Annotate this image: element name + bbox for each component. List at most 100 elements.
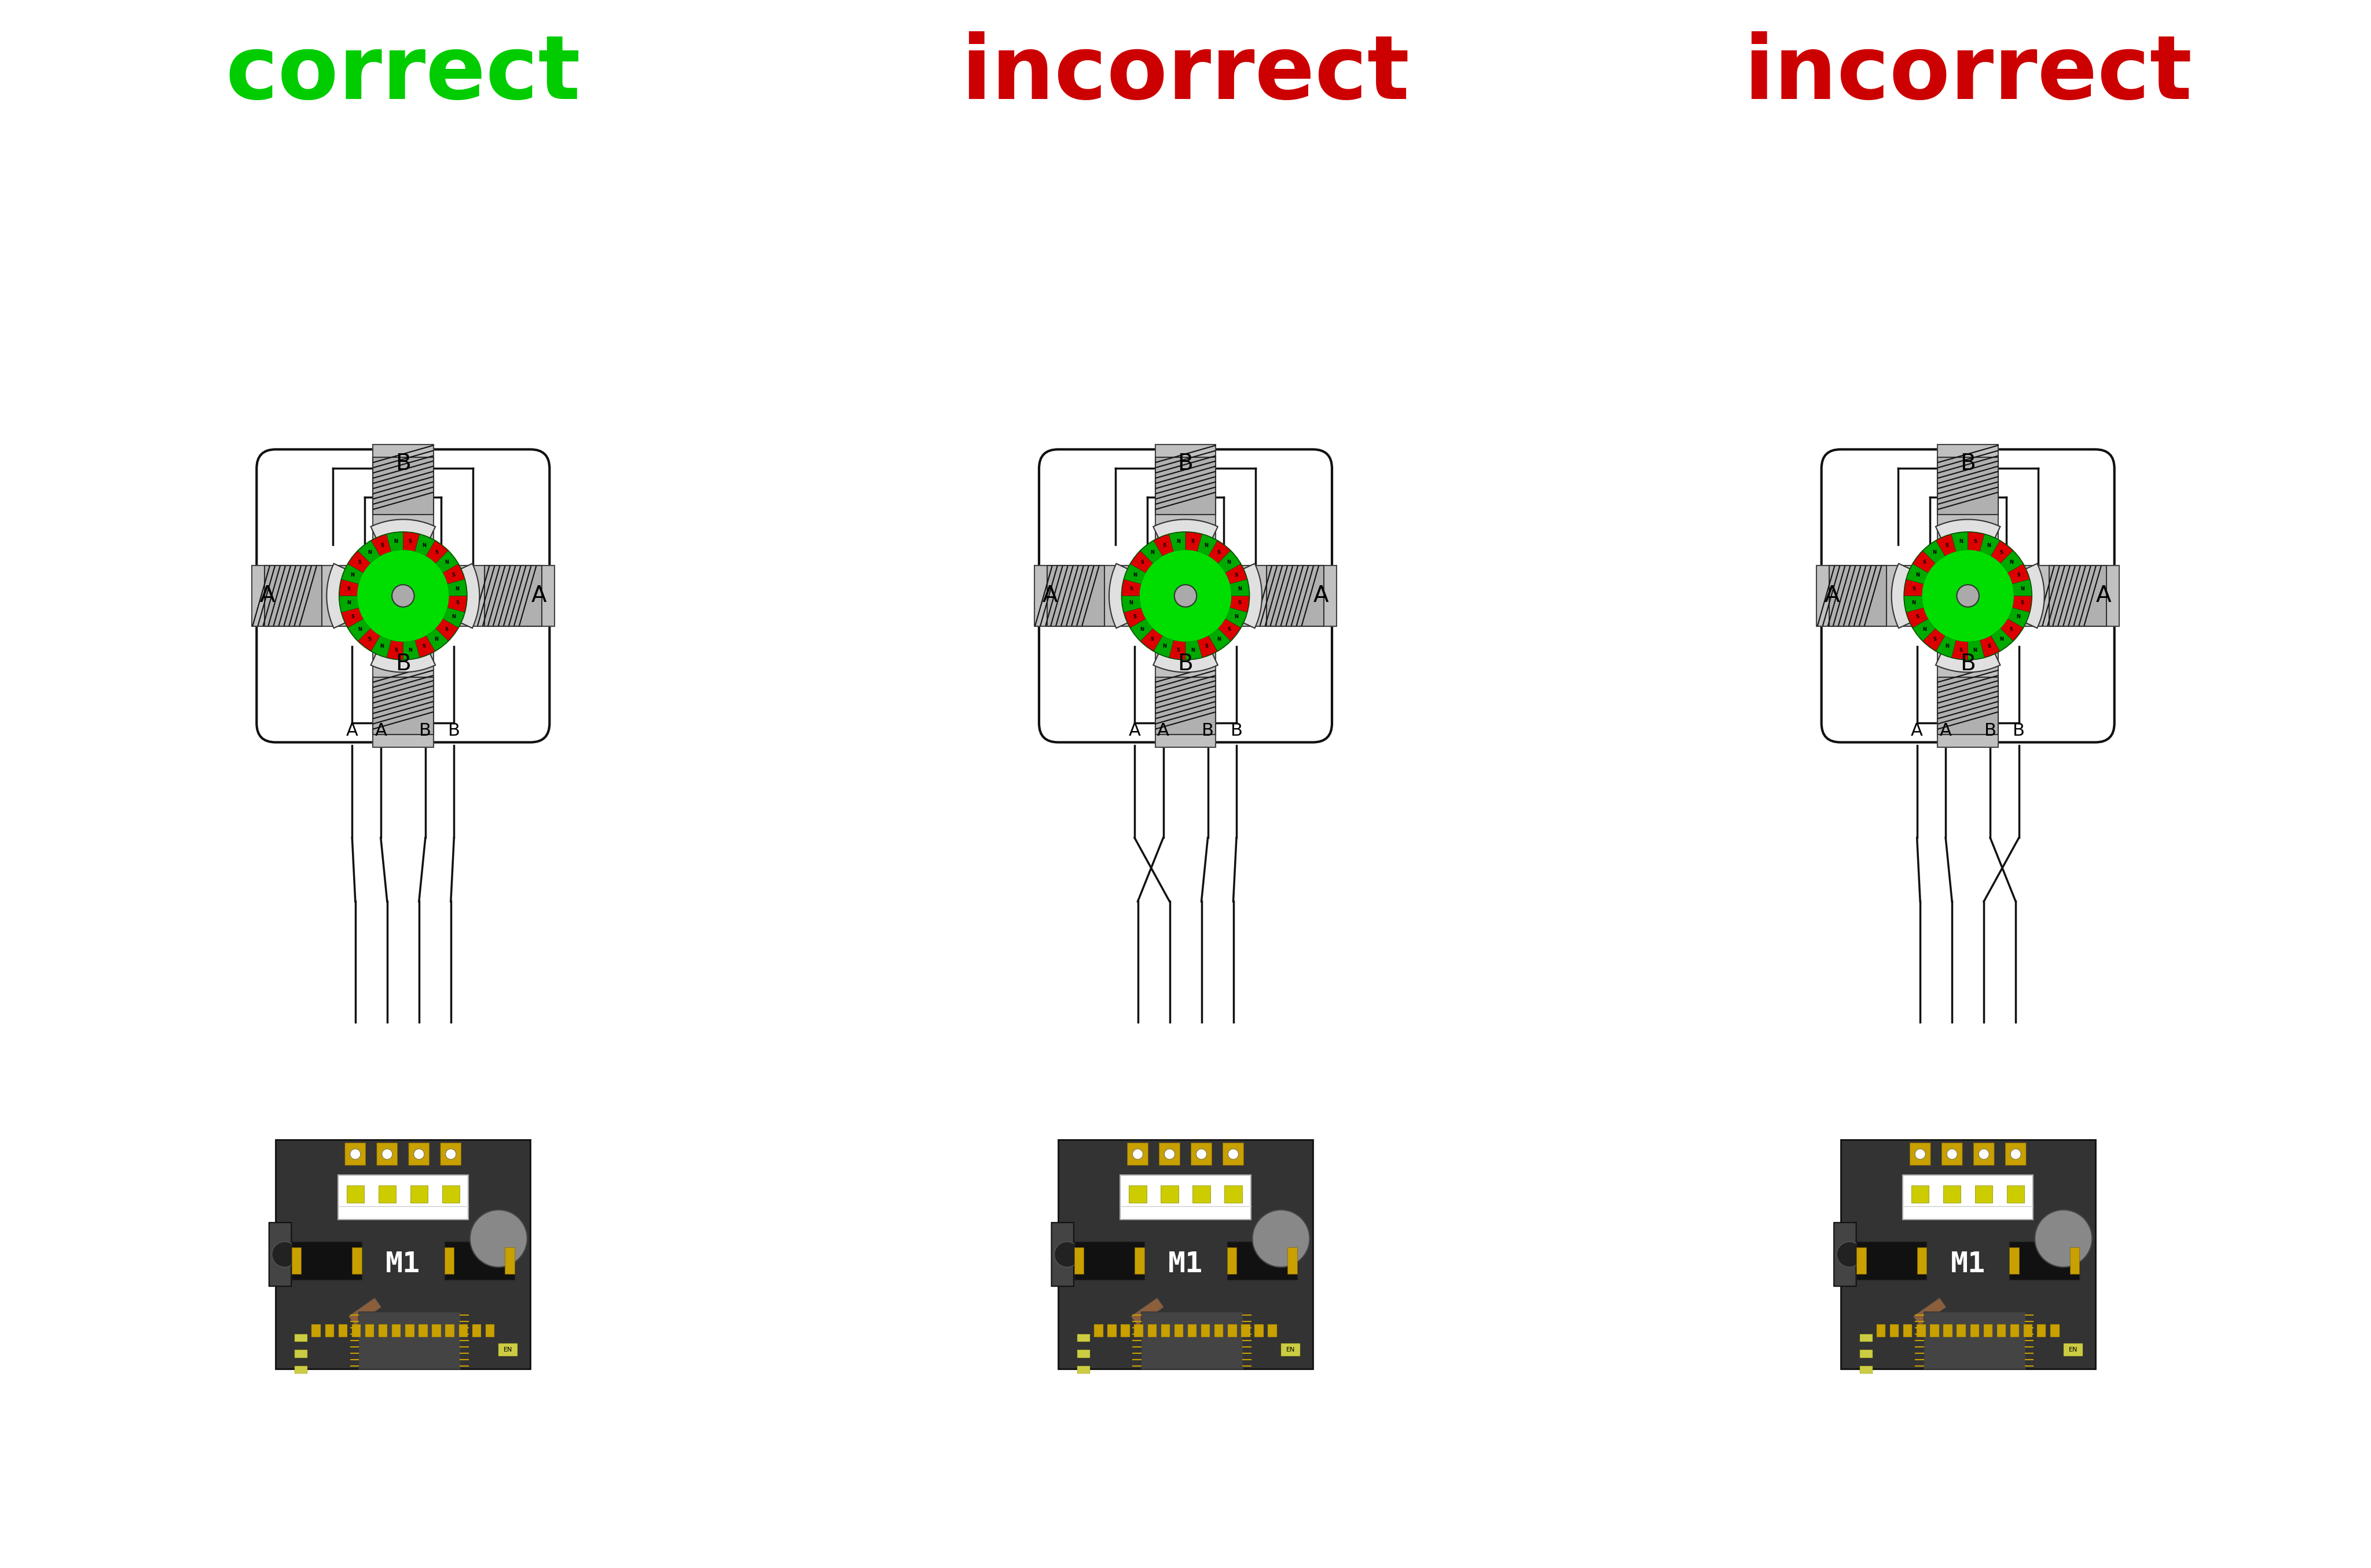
Text: B: B	[396, 453, 410, 475]
Wedge shape	[1197, 635, 1216, 657]
Wedge shape	[1980, 635, 1999, 657]
Wedge shape	[1209, 629, 1231, 651]
Wedge shape	[1992, 629, 2013, 651]
Text: S: S	[358, 560, 360, 564]
Bar	[1140, 1312, 1242, 1369]
Circle shape	[1947, 1149, 1956, 1159]
Wedge shape	[2001, 619, 2022, 641]
FancyBboxPatch shape	[1973, 1143, 1994, 1165]
Text: N: N	[346, 601, 351, 605]
Wedge shape	[427, 629, 448, 651]
Wedge shape	[1904, 596, 1923, 613]
Bar	[1155, 458, 1216, 514]
Bar	[2008, 1242, 2079, 1279]
Bar	[1133, 1325, 1143, 1338]
Bar	[1162, 1185, 1178, 1203]
Bar	[372, 458, 434, 514]
Wedge shape	[1219, 550, 1240, 572]
Text: B: B	[1178, 453, 1193, 475]
Text: A: A	[346, 723, 358, 739]
Text: N: N	[1162, 644, 1167, 649]
Wedge shape	[1951, 532, 1968, 552]
Text: S: S	[346, 586, 351, 591]
Wedge shape	[358, 629, 379, 651]
Bar	[1093, 1325, 1103, 1338]
Wedge shape	[2008, 564, 2030, 583]
Text: M1: M1	[386, 1250, 420, 1278]
Wedge shape	[1992, 541, 2013, 563]
Text: N: N	[1140, 627, 1145, 632]
Polygon shape	[1935, 652, 2001, 673]
Bar	[1859, 1350, 1873, 1358]
Circle shape	[1121, 532, 1250, 660]
Bar	[346, 1185, 365, 1203]
Bar	[420, 1325, 427, 1338]
Circle shape	[1055, 1242, 1079, 1267]
Bar	[1240, 1325, 1250, 1338]
Text: A: A	[1911, 723, 1923, 739]
Wedge shape	[386, 532, 403, 552]
Text: A: A	[1826, 585, 1840, 607]
FancyBboxPatch shape	[1942, 1143, 1963, 1165]
Bar	[372, 626, 434, 746]
Polygon shape	[1152, 519, 1219, 539]
Text: A: A	[375, 723, 386, 739]
Text: M1: M1	[1951, 1250, 1985, 1278]
Text: S: S	[2011, 627, 2013, 632]
Bar	[1816, 566, 1937, 626]
Text: EN: EN	[2068, 1347, 2077, 1353]
Text: N: N	[1190, 648, 1195, 652]
Text: N: N	[351, 572, 356, 577]
Wedge shape	[1169, 532, 1186, 552]
Bar	[1937, 445, 1999, 566]
FancyBboxPatch shape	[1050, 1223, 1074, 1286]
Text: S: S	[1150, 637, 1155, 641]
Text: S: S	[1228, 627, 1231, 632]
Bar	[379, 1185, 396, 1203]
Circle shape	[446, 1149, 455, 1159]
Circle shape	[339, 532, 467, 660]
Wedge shape	[1906, 608, 1928, 627]
Text: incorrect: incorrect	[960, 31, 1411, 118]
Text: N: N	[394, 539, 398, 544]
Bar	[1074, 1248, 1084, 1275]
Circle shape	[382, 1149, 391, 1159]
Bar	[1226, 1248, 1235, 1275]
Wedge shape	[1226, 564, 1247, 583]
FancyBboxPatch shape	[268, 1223, 292, 1286]
Bar	[1174, 1325, 1183, 1338]
Text: N: N	[368, 550, 372, 555]
Wedge shape	[1219, 619, 1240, 641]
Text: N: N	[1204, 543, 1209, 547]
Text: N: N	[1233, 615, 1238, 619]
Circle shape	[2011, 1149, 2020, 1159]
Polygon shape	[1242, 563, 1261, 629]
Text: S: S	[2018, 572, 2020, 577]
Wedge shape	[436, 619, 458, 641]
Wedge shape	[2013, 596, 2032, 613]
Bar	[498, 1344, 517, 1356]
FancyBboxPatch shape	[441, 1143, 462, 1165]
Text: N: N	[2015, 615, 2020, 619]
Text: S: S	[1923, 560, 1925, 564]
Bar	[410, 1185, 427, 1203]
Bar	[294, 1366, 308, 1374]
Bar	[275, 1140, 531, 1369]
Text: B: B	[420, 723, 432, 739]
Circle shape	[1923, 550, 2013, 641]
Bar	[1129, 1185, 1148, 1203]
Bar	[1107, 1325, 1117, 1338]
Text: N: N	[1911, 601, 1916, 605]
Bar	[1937, 458, 1999, 514]
Text: A: A	[1129, 723, 1140, 739]
FancyBboxPatch shape	[1909, 1143, 1930, 1165]
Wedge shape	[1197, 535, 1216, 557]
Text: N: N	[1973, 648, 1977, 652]
Bar	[1999, 566, 2120, 626]
Bar	[1856, 1242, 1928, 1279]
Bar	[2006, 1185, 2025, 1203]
Text: N: N	[1932, 550, 1937, 555]
Wedge shape	[436, 550, 458, 572]
Text: A: A	[1157, 723, 1169, 739]
Bar	[434, 566, 555, 626]
